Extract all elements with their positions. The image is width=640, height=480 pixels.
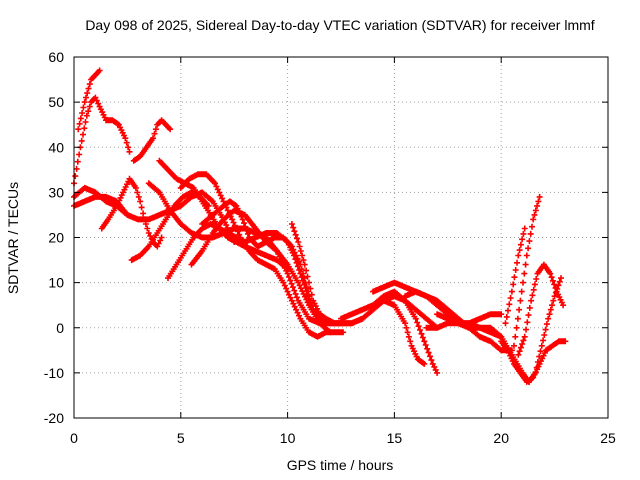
y-tick-label: 60 xyxy=(48,49,64,65)
series-track-18 xyxy=(380,297,428,367)
data-point-markers xyxy=(177,171,347,340)
y-tick-label: 50 xyxy=(48,94,64,110)
y-tick-label: 20 xyxy=(48,230,64,246)
series-track-26 xyxy=(515,261,567,358)
data-point-markers xyxy=(526,275,564,385)
x-axis-label: GPS time / hours xyxy=(287,457,394,473)
x-tick-label: 15 xyxy=(387,430,403,446)
data-points xyxy=(71,67,569,385)
data-point-markers xyxy=(75,67,103,133)
data-point-markers xyxy=(98,175,165,250)
x-tick-label: 25 xyxy=(600,430,616,446)
x-tick-label: 20 xyxy=(493,430,509,446)
data-point-markers xyxy=(380,297,428,367)
series-track-22 xyxy=(455,311,505,327)
series-track-27 xyxy=(526,275,564,385)
y-tick-label: 10 xyxy=(48,275,64,291)
series-track-24 xyxy=(502,225,528,327)
series-track-21 xyxy=(434,311,532,385)
x-tick-label: 10 xyxy=(280,430,296,446)
series-track-3 xyxy=(75,67,103,133)
data-point-markers xyxy=(338,288,441,376)
data-point-markers xyxy=(455,311,505,327)
data-point-markers xyxy=(434,311,532,385)
y-tick-label: 30 xyxy=(48,184,64,200)
series-track-25 xyxy=(511,193,543,349)
data-point-markers xyxy=(511,193,543,349)
data-point-markers xyxy=(130,117,174,164)
series-track-2 xyxy=(71,94,133,187)
series-track-6 xyxy=(130,117,174,164)
series-track-5 xyxy=(98,175,165,250)
chart-title: Day 098 of 2025, Sidereal Day-to-day VTE… xyxy=(85,17,594,33)
y-tick-label: -10 xyxy=(44,365,64,381)
data-point-markers xyxy=(515,261,567,358)
series-track-11 xyxy=(177,171,347,340)
x-tick-label: 5 xyxy=(177,430,185,446)
y-tick-label: 40 xyxy=(48,139,64,155)
series-track-16 xyxy=(338,288,441,376)
y-tick-label: -20 xyxy=(44,410,64,426)
y-tick-label: 0 xyxy=(56,320,64,336)
x-tick-label: 0 xyxy=(70,430,78,446)
data-point-markers xyxy=(71,94,133,187)
data-point-markers xyxy=(502,225,528,327)
y-axis-label: SDTVAR / TECUs xyxy=(5,182,21,294)
axis-ticks: 0 5 10 15 20 25 -20 -10 0 10 20 30 40 50 60 xyxy=(44,49,616,446)
